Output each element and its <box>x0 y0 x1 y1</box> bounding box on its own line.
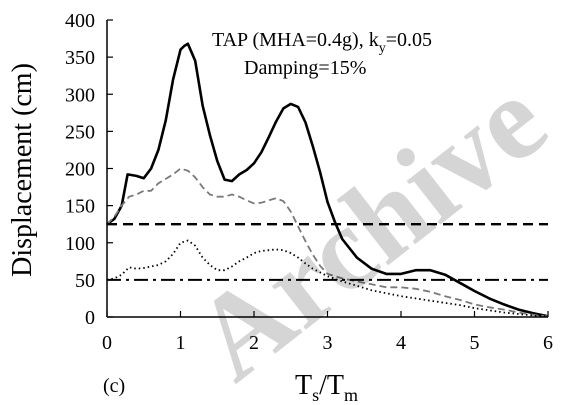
x-tick-label: 2 <box>249 332 259 354</box>
tick-layer: 0 1 2 3 4 5 6 0 50 100 150 200 250 300 350 400 <box>65 10 553 354</box>
y-tick-label: 350 <box>65 47 95 69</box>
y-tick-label: 250 <box>65 121 95 143</box>
y-tick-label: 100 <box>65 233 95 255</box>
y-axis-title: Displacement (cm) <box>7 63 38 277</box>
x-tick-label: 5 <box>470 332 480 354</box>
x-axis-title-main: T <box>295 370 312 401</box>
annotation-line-1-main: TAP (MHA=0.4g), k <box>212 29 379 51</box>
x-tick-label: 6 <box>543 332 553 354</box>
annotation-line-1: TAP (MHA=0.4g), ky=0.05 <box>212 29 432 56</box>
panel-label: (c) <box>103 375 125 397</box>
series-layer <box>106 42 549 318</box>
plot-area: 0 1 2 3 4 5 6 0 50 100 150 200 250 300 350 400 <box>65 10 553 354</box>
y-tick-label: 150 <box>65 196 95 218</box>
annotation-line-1-sub: y <box>379 41 386 56</box>
y-tick-label: 0 <box>85 307 95 329</box>
x-axis-title-sub1: s <box>312 385 319 405</box>
x-tick-label: 3 <box>323 332 333 354</box>
x-tick-label: 0 <box>102 332 112 354</box>
y-tick-label: 50 <box>75 270 95 292</box>
series-line-dotted <box>106 239 549 318</box>
x-axis-title: Ts/Tm <box>295 370 358 405</box>
y-tick-label: 400 <box>65 10 95 32</box>
x-tick-label: 4 <box>396 332 406 354</box>
x-axis-title-sub2: m <box>344 385 358 405</box>
y-tick-label: 300 <box>65 84 95 106</box>
y-tick-label: 200 <box>65 159 95 181</box>
x-axis-title-mid: /T <box>319 370 344 401</box>
x-tick-label: 1 <box>176 332 186 354</box>
series-line-dashed <box>106 167 549 318</box>
watermark: Archive <box>169 52 564 405</box>
annotation-line-1-tail: =0.05 <box>386 29 432 51</box>
series-line-solid <box>106 42 549 318</box>
annotation-line-2: Damping=15% <box>244 57 366 79</box>
